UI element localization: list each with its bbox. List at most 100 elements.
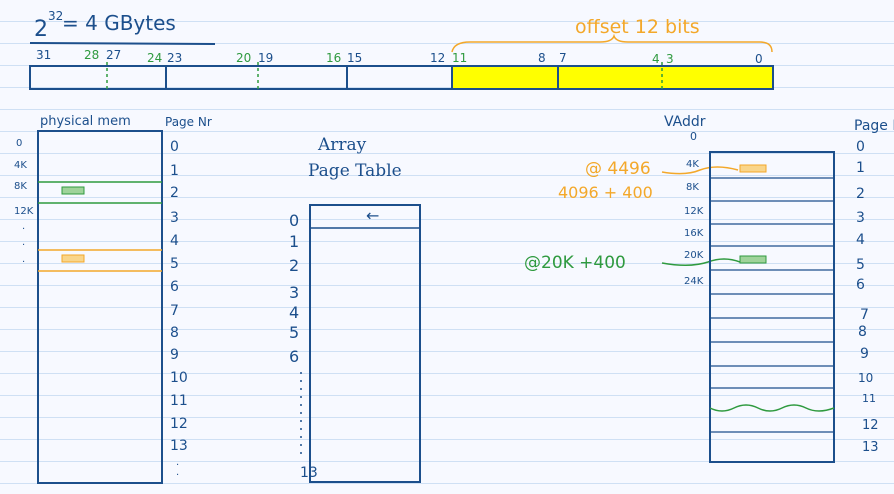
gap-squiggle xyxy=(709,404,835,412)
arrow-to-offset-1 xyxy=(661,166,739,175)
data-block-green xyxy=(61,186,85,195)
virt-addr-24k: 24K xyxy=(684,276,704,287)
virtual-page-numbers: 0 1 2 3 4 5 6 7 8 9 10 11 12 13 xyxy=(856,139,879,455)
bit-label-3: 3 xyxy=(666,52,674,66)
bit-label-24: 24 xyxy=(147,51,162,65)
virtual-page-header: Page Nr xyxy=(854,118,894,134)
phys-page-number: 2 xyxy=(170,185,179,201)
virt-page-number: 9 xyxy=(860,346,869,362)
size-text: = 4 GBytes xyxy=(62,11,176,35)
phys-dots: · xyxy=(22,224,25,235)
virt-page-number: 2 xyxy=(856,186,865,202)
bit-label-27: 27 xyxy=(106,48,121,62)
virt-addr-4k: 4K xyxy=(686,159,699,170)
phys-addr-12k: 12K xyxy=(14,206,34,217)
phys-page-number: 3 xyxy=(170,210,179,226)
virt-page-number: 12 xyxy=(862,418,879,433)
page-table-index: 0 xyxy=(289,211,299,230)
vdata-block-green xyxy=(739,255,767,264)
phys-page-number: 11 xyxy=(170,393,188,409)
bit-label-19: 19 xyxy=(258,51,273,65)
bit-label-31: 31 xyxy=(36,48,51,62)
phys-page-number: 7 xyxy=(170,303,179,319)
bit-label-7: 7 xyxy=(559,51,567,65)
annotation-addr1-calc: 4096 + 400 xyxy=(558,183,653,202)
virt-addr-12k: 12K xyxy=(684,206,704,217)
virt-page-number: 10 xyxy=(858,371,873,385)
offset-brace xyxy=(451,33,773,53)
bit-label-11: 11 xyxy=(452,51,467,65)
virt-addr-20k: 20K xyxy=(684,250,704,261)
phys-dots: · xyxy=(22,257,25,268)
bit-label-20: 20 xyxy=(236,51,251,65)
page-table-index: 4 xyxy=(289,303,299,322)
vdata-block-orange xyxy=(739,164,767,173)
arrow-to-offset-2 xyxy=(661,258,741,266)
phys-page-number: 6 xyxy=(170,279,179,295)
virt-addr-8k: 8K xyxy=(686,182,699,193)
physical-mem-title: physical mem xyxy=(40,114,131,129)
bit-label-16: 16 xyxy=(326,51,341,65)
virtual-row-lines xyxy=(710,177,834,433)
virt-addr-0: 0 xyxy=(690,130,697,143)
virt-page-number: 5 xyxy=(856,257,865,273)
virt-page-number: 1 xyxy=(856,160,865,176)
bit-label-0: 0 xyxy=(755,52,763,66)
virt-page-number: 4 xyxy=(856,232,865,248)
address-bar: 31 28 27 24 23 20 19 16 15 12 11 8 7 4 3… xyxy=(29,16,774,92)
phys-dots: · xyxy=(176,470,179,481)
phys-page-number: 12 xyxy=(170,416,188,432)
virt-page-number: 8 xyxy=(858,324,867,340)
bit-label-28: 28 xyxy=(84,48,99,62)
header-title: 2 32 = 4 GBytes xyxy=(29,9,216,45)
page-table-title-line1: Array xyxy=(317,135,367,155)
phys-page-number: 0 xyxy=(170,139,179,155)
bit-label-4: 4 xyxy=(652,52,660,66)
exponent: 32 xyxy=(48,9,63,23)
phys-page-number: 13 xyxy=(170,438,188,454)
virt-page-number: 7 xyxy=(860,307,869,323)
annotation-addr1: @ 4496 xyxy=(585,159,651,179)
virt-page-number: 13 xyxy=(862,440,879,455)
virt-page-number: 3 xyxy=(856,210,865,226)
offset-highlight xyxy=(452,66,772,89)
phys-addr-0: 0 xyxy=(16,138,22,149)
page-table: Array Page Table ← 0 1 2 3 4 5 6 13 xyxy=(289,135,421,483)
virtual-memory: VAddr Page Nr 0 4K 8K 12K 16K 20K 24K 0 xyxy=(664,114,894,463)
page-table-index: 6 xyxy=(289,347,299,366)
virt-page-number: 0 xyxy=(856,139,865,155)
page-table-arrow: ← xyxy=(366,206,379,225)
virt-page-number: 6 xyxy=(856,277,865,293)
phys-page-number: 8 xyxy=(170,325,179,341)
data-block-orange xyxy=(61,254,85,263)
phys-addr-4k: 4K xyxy=(14,160,27,171)
physical-mem-box xyxy=(37,130,163,484)
header-underline xyxy=(29,42,216,45)
virt-addr-16k: 16K xyxy=(684,228,704,239)
bit-label-12: 12 xyxy=(430,51,445,65)
virt-page-number: 11 xyxy=(862,392,876,405)
offset-label: offset 12 bits xyxy=(575,16,700,38)
bit-label-15: 15 xyxy=(347,51,362,65)
page-table-title-line2: Page Table xyxy=(308,161,402,181)
annotations: @ 4496 4096 + 400 @20K +400 xyxy=(524,159,741,273)
physical-page-header: Page Nr xyxy=(165,115,212,129)
virtual-mem-box xyxy=(709,151,835,463)
page-table-box xyxy=(309,204,421,483)
page-table-index: 5 xyxy=(289,323,299,342)
page-table-index: 3 xyxy=(289,283,299,302)
page-table-index: 13 xyxy=(300,465,318,481)
phys-page-number: 10 xyxy=(170,370,188,386)
vaddr-title: VAddr xyxy=(664,114,706,130)
address-bar-outline xyxy=(29,65,774,90)
phys-page-number: 5 xyxy=(170,256,179,272)
phys-page-number: 1 xyxy=(170,163,179,179)
physical-page-numbers: 0 1 2 3 4 5 6 7 8 9 10 11 12 13 · · xyxy=(170,139,188,481)
page-table-index: 1 xyxy=(289,232,299,251)
phys-addr-8k: 8K xyxy=(14,181,27,192)
physical-memory: physical mem Page Nr 0 4K 8K 12K · · · 0… xyxy=(14,114,212,484)
bit-label-23: 23 xyxy=(167,51,182,65)
phys-page-number: 9 xyxy=(170,347,179,363)
phys-dots: · xyxy=(176,460,179,471)
